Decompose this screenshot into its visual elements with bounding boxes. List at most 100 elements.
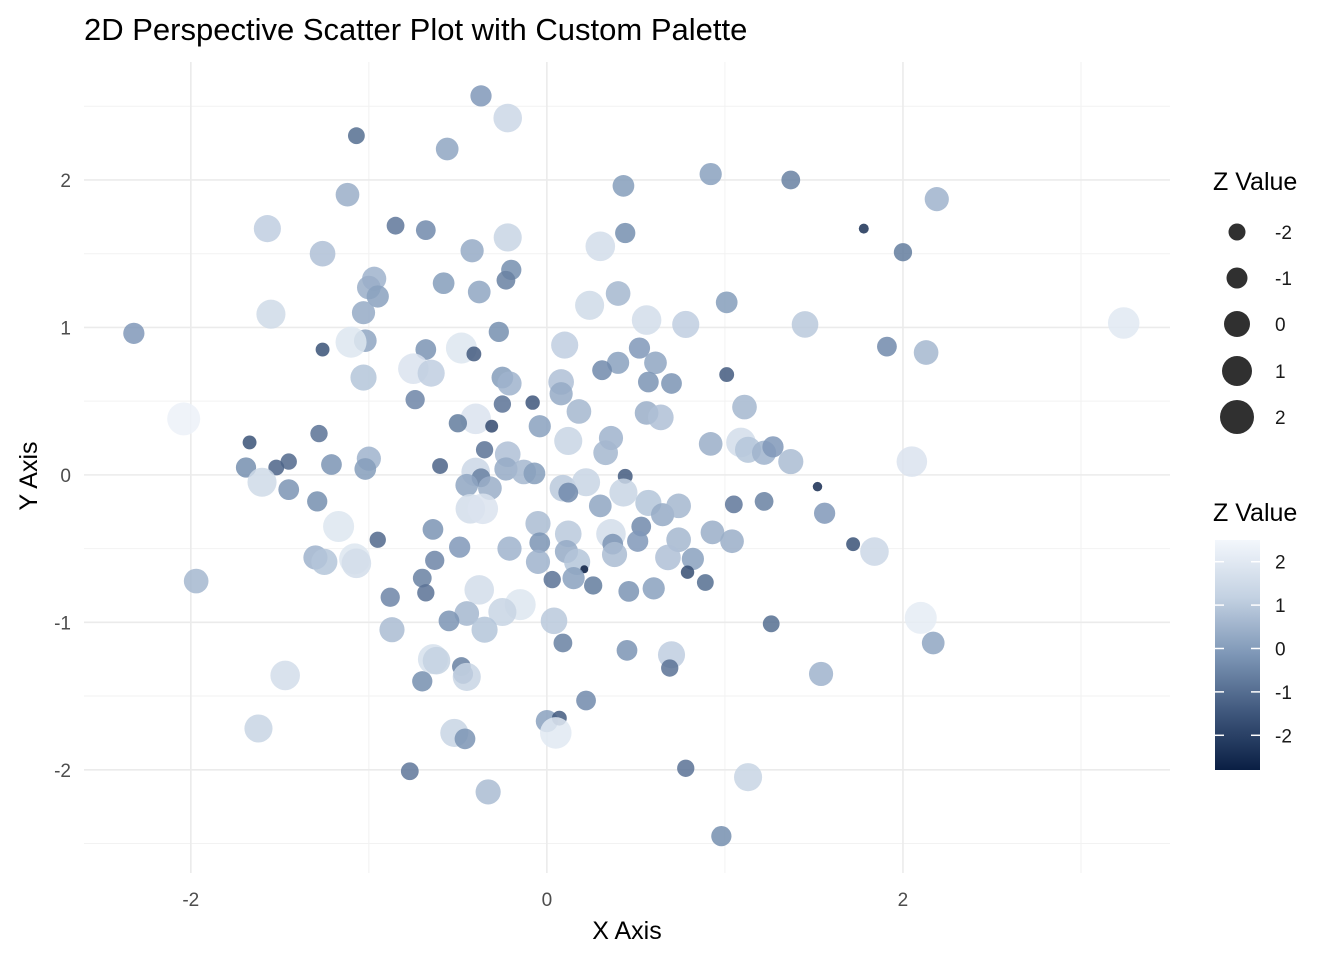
scatter-point: [280, 453, 297, 470]
size-legend-label: 0: [1275, 315, 1286, 336]
x-tick-label: 2: [898, 890, 909, 911]
scatter-point: [609, 478, 638, 507]
scatter-point: [323, 510, 355, 543]
scatter-point: [475, 441, 494, 459]
scatter-point: [700, 520, 725, 545]
scatter-point: [432, 458, 448, 474]
scatter-point: [525, 510, 551, 537]
scatter-point: [698, 432, 723, 456]
scatter-point: [605, 281, 631, 306]
scatter-point: [677, 759, 695, 777]
scatter-point: [400, 762, 419, 781]
color-legend-title: Z Value: [1213, 499, 1297, 527]
scatter-point: [680, 565, 695, 579]
scatter-point: [566, 399, 592, 424]
scatter-point: [454, 601, 480, 626]
scatter-point: [247, 467, 277, 497]
scatter-point: [588, 494, 612, 518]
scatter-point: [488, 597, 517, 627]
scatter-point: [627, 530, 649, 552]
scatter-point: [540, 717, 572, 749]
scatter-point: [467, 280, 491, 304]
scatter-point: [637, 371, 659, 393]
y-tick-label: 2: [60, 171, 71, 192]
size-legend-key: [1228, 223, 1246, 241]
scatter-point: [554, 426, 583, 456]
scatter-point: [307, 491, 328, 512]
scatter-point: [471, 616, 498, 643]
scatter-point: [529, 532, 551, 554]
scatter-point: [335, 326, 367, 358]
scatter-point: [369, 531, 386, 548]
y-tick-label: -1: [54, 613, 71, 634]
scatter-point: [449, 536, 471, 558]
scatter-point: [571, 468, 601, 497]
scatter-point: [584, 576, 603, 595]
y-tick-label: -2: [54, 761, 71, 782]
y-tick-label: 1: [60, 318, 71, 339]
scatter-point: [405, 390, 425, 410]
x-tick-label: -2: [182, 890, 199, 911]
scatter-point: [415, 339, 437, 360]
scatter-point: [904, 601, 937, 634]
y-axis-ticks: -2 -1 0 1 2: [54, 171, 71, 782]
scatter-point: [525, 549, 551, 574]
size-legend: Z Value -2 -1 0 1 2: [1213, 168, 1297, 434]
scatter-point: [558, 482, 579, 503]
scatter-point: [732, 394, 757, 420]
scatter-point: [616, 639, 638, 661]
scatter-point: [719, 367, 735, 383]
scatter-point: [335, 182, 360, 207]
scatter-point: [422, 646, 451, 675]
scatter-point: [778, 449, 804, 475]
scatter-point: [606, 351, 630, 374]
scatter-point: [612, 174, 635, 197]
scatter-point: [642, 577, 665, 600]
scatter-point: [813, 502, 836, 524]
scatter-point: [278, 479, 300, 500]
scatter-point: [549, 382, 573, 406]
scatter-point: [551, 331, 579, 359]
scatter-point: [488, 321, 509, 342]
x-axis-title: X Axis: [592, 917, 661, 945]
scatter-point: [464, 575, 495, 605]
color-legend-label: -1: [1275, 683, 1292, 704]
scatter-point: [715, 291, 738, 314]
scatter-point: [791, 311, 819, 338]
scatter-point: [183, 568, 209, 594]
scatter-point: [711, 826, 732, 847]
scatter-point: [167, 402, 201, 436]
scatter-point: [647, 404, 674, 431]
scatter-point: [347, 127, 365, 145]
scatter-point: [644, 351, 667, 375]
size-legend-key: [1220, 400, 1254, 434]
scatter-point: [485, 419, 499, 433]
scatter-point: [315, 342, 330, 357]
scatter-point: [893, 243, 913, 262]
chart-title: 2D Perspective Scatter Plot with Custom …: [84, 12, 747, 47]
scatter-point: [562, 566, 585, 590]
scatter-point: [242, 435, 257, 450]
scatter-point: [720, 529, 744, 554]
scatter-point: [496, 270, 516, 290]
scatter-point: [422, 519, 444, 540]
scatter-point: [696, 574, 714, 591]
scatter-point: [655, 544, 681, 571]
size-legend-key: [1222, 356, 1252, 386]
scatter-point: [724, 495, 743, 514]
color-legend-label: 2: [1275, 553, 1286, 574]
scatter-point: [310, 424, 328, 443]
scatter-point: [454, 728, 476, 750]
scatter-point: [812, 481, 823, 492]
scatter-point: [497, 371, 522, 396]
scatter-point: [681, 547, 704, 571]
scatter-point: [699, 162, 722, 186]
scatter-point: [493, 223, 522, 252]
scatter-point: [256, 299, 286, 329]
y-axis-title: Y Axis: [15, 441, 43, 510]
scatter-point: [543, 570, 561, 589]
scatter-point: [734, 763, 763, 792]
scatter-point: [386, 216, 405, 235]
scatter-point: [575, 290, 605, 320]
scatter-point: [253, 215, 281, 243]
